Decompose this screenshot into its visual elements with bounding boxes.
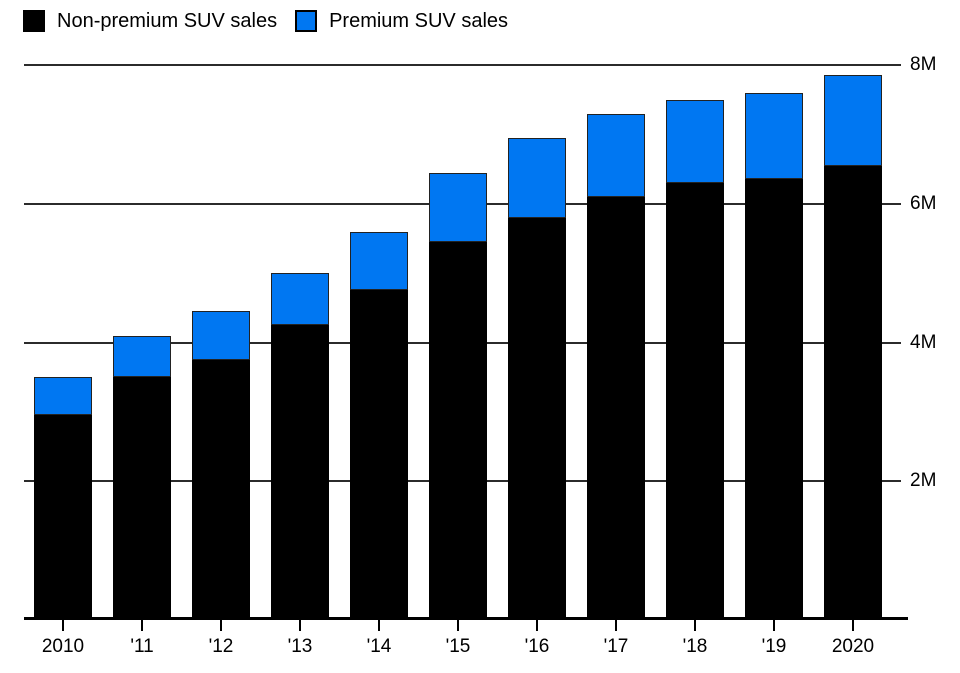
bar-segment-non-premium-13 [271,325,329,620]
gridline-8M [24,64,901,66]
bar-segment-non-premium-17 [587,196,645,620]
x-axis-tick-label: '15 [445,636,471,657]
bar-segment-premium-13 [271,273,329,326]
legend-label-premium: Premium SUV sales [329,10,509,32]
legend-item-premium: Premium SUV sales [295,10,508,32]
x-axis-tick-label: '17 [603,636,629,657]
x-axis-tick-label: '18 [682,636,708,657]
bar-segment-premium-18 [666,99,724,183]
y-axis-tick-label: 6M [910,192,937,214]
x-axis-tick [457,619,459,631]
y-axis-tick-label: 4M [910,331,937,353]
x-axis-tick-label: '13 [287,636,313,657]
bar-segment-non-premium-14 [350,290,408,620]
bar-segment-premium-2010 [34,377,92,416]
legend-swatch-non-premium-icon [23,10,45,32]
bar-segment-non-premium-11 [113,377,171,620]
x-axis-tick [378,619,380,631]
x-axis-tick [615,619,617,631]
x-axis-tick [773,619,775,631]
bar-segment-premium-14 [350,231,408,291]
x-axis-tick-label: 2010 [41,636,85,657]
bar-segment-non-premium-19 [745,179,803,620]
legend-item-non-premium: Non-premium SUV sales [23,10,277,32]
x-axis-line [24,617,908,620]
legend: Non-premium SUV sales Premium SUV sales [23,10,508,32]
bar-segment-non-premium-12 [192,359,250,620]
x-axis-tick [220,619,222,631]
bar-segment-premium-12 [192,311,250,360]
bar-segment-non-premium-15 [429,241,487,620]
bar-segment-premium-17 [587,113,645,197]
x-axis-tick-label: '12 [208,636,234,657]
x-axis-tick [536,619,538,631]
legend-swatch-premium-icon [295,10,318,32]
x-axis-tick-label: '16 [524,636,550,657]
x-axis-tick [852,619,854,631]
bar-segment-premium-16 [508,137,566,218]
x-axis-tick [299,619,301,631]
x-axis-tick-label: '11 [130,636,154,657]
x-axis-tick [62,619,64,631]
bar-segment-premium-19 [745,92,803,180]
x-axis-tick [694,619,696,631]
bar-segment-non-premium-2010 [34,415,92,620]
bar-segment-non-premium-18 [666,182,724,620]
y-axis-tick-label: 8M [910,54,937,75]
bar-segment-premium-15 [429,172,487,242]
x-axis-tick [141,619,143,631]
y-axis-tick-label: 2M [910,470,937,492]
bar-segment-premium-11 [113,335,171,378]
legend-label-non-premium: Non-premium SUV sales [57,10,278,32]
x-axis-tick-label: 2020 [831,636,875,657]
bar-segment-premium-2020 [824,75,882,166]
x-axis-tick-label: '14 [366,636,392,657]
bar-segment-non-premium-2020 [824,165,882,620]
x-axis-tick-label: '19 [761,636,787,657]
bar-segment-non-premium-16 [508,217,566,620]
